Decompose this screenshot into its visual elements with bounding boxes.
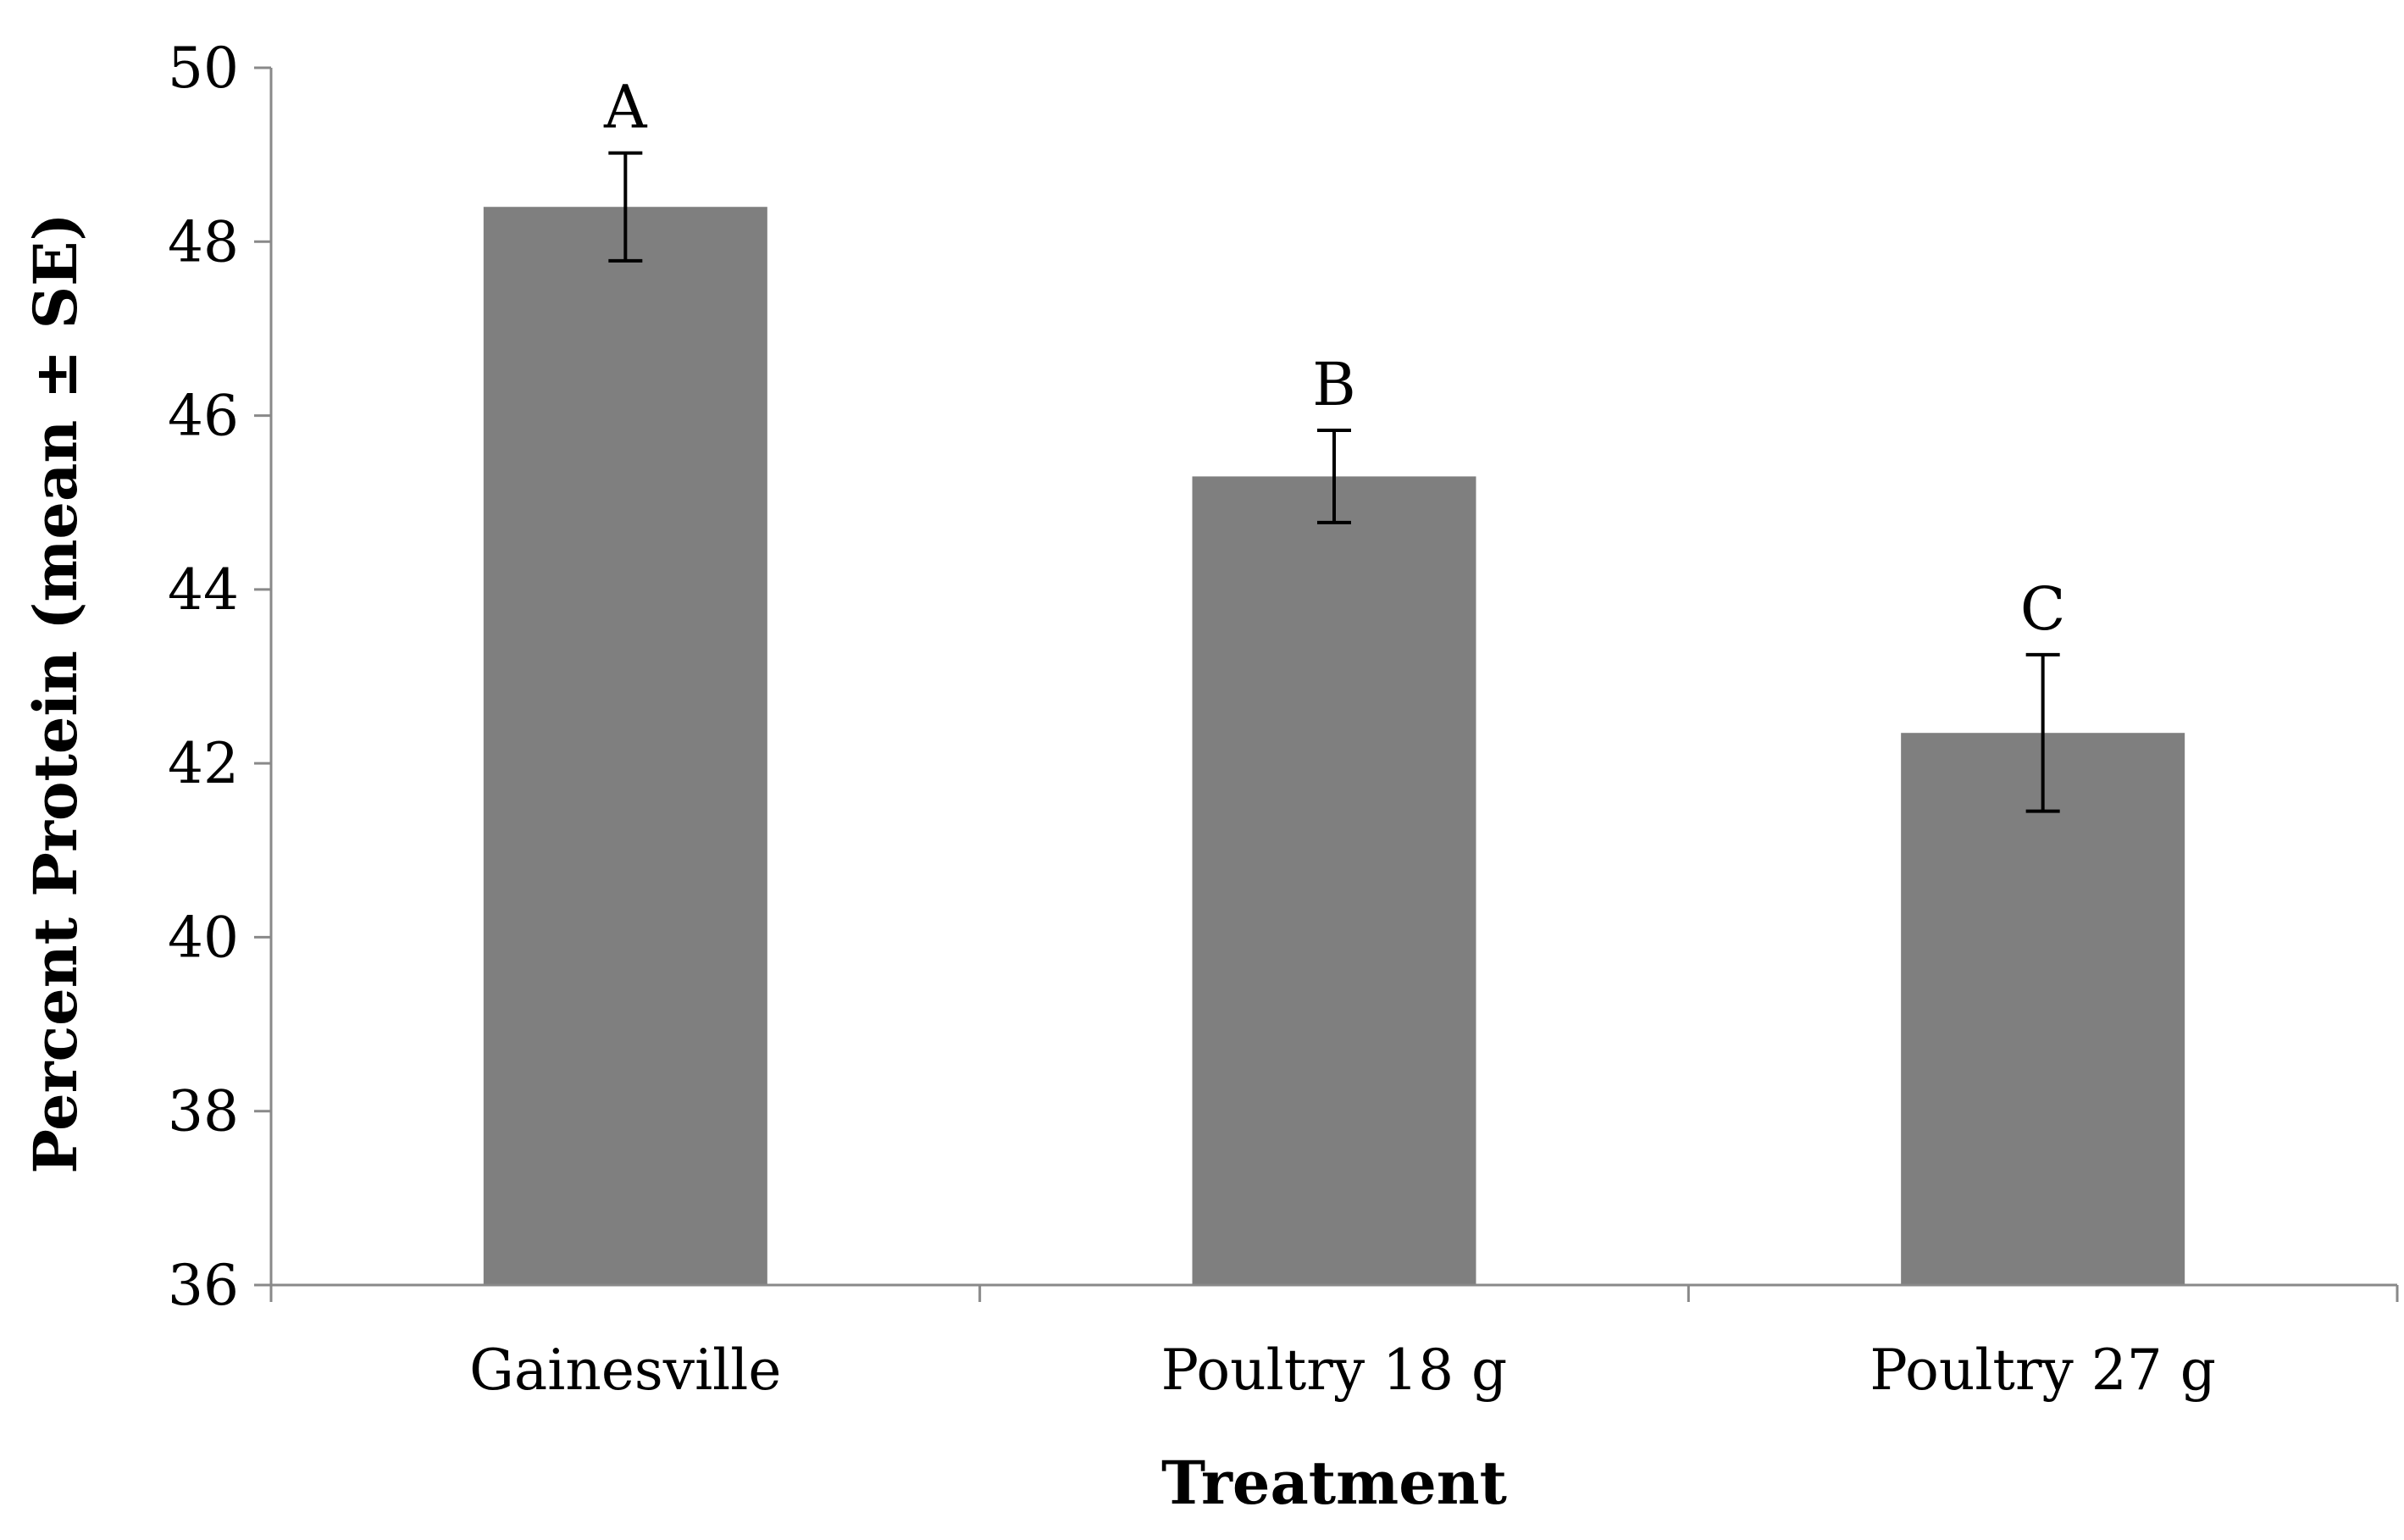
bar: [1192, 476, 1476, 1285]
x-ticks-layer: Gainesville Poultry 18 g Poultry 27 g: [269, 1285, 2399, 1403]
x-tick-label: Poultry 27 g: [1869, 1338, 2216, 1403]
axes-layer: [269, 68, 2397, 1287]
x-tick-label: Poultry 18 g: [1161, 1338, 1508, 1403]
significance-labels-layer: A B C: [603, 73, 2065, 644]
y-axis-title: Percent Protein (mean ± SE): [20, 213, 91, 1173]
bar: [483, 207, 767, 1286]
bars-layer: [483, 207, 2185, 1286]
y-tick-label: 44: [168, 557, 239, 623]
y-tick-label: 48: [168, 209, 239, 274]
bar: [1901, 733, 2185, 1285]
significance-label: B: [1312, 350, 1355, 419]
error-bars-layer: [608, 151, 2060, 813]
y-tick-label: 46: [168, 384, 239, 449]
significance-label: C: [2020, 574, 2066, 644]
y-tick-label: 42: [168, 731, 239, 796]
y-tick-label: 50: [168, 36, 239, 101]
significance-label: A: [603, 73, 648, 142]
x-axis-title: Treatment: [1161, 1448, 1507, 1518]
y-tick-label: 38: [168, 1079, 239, 1144]
y-tick-label: 36: [168, 1253, 239, 1318]
y-tick-label: 40: [168, 905, 239, 970]
y-ticks-layer: 36 38 40 42 44 46 48 50: [168, 36, 271, 1318]
x-tick-label: Gainesville: [469, 1338, 781, 1403]
